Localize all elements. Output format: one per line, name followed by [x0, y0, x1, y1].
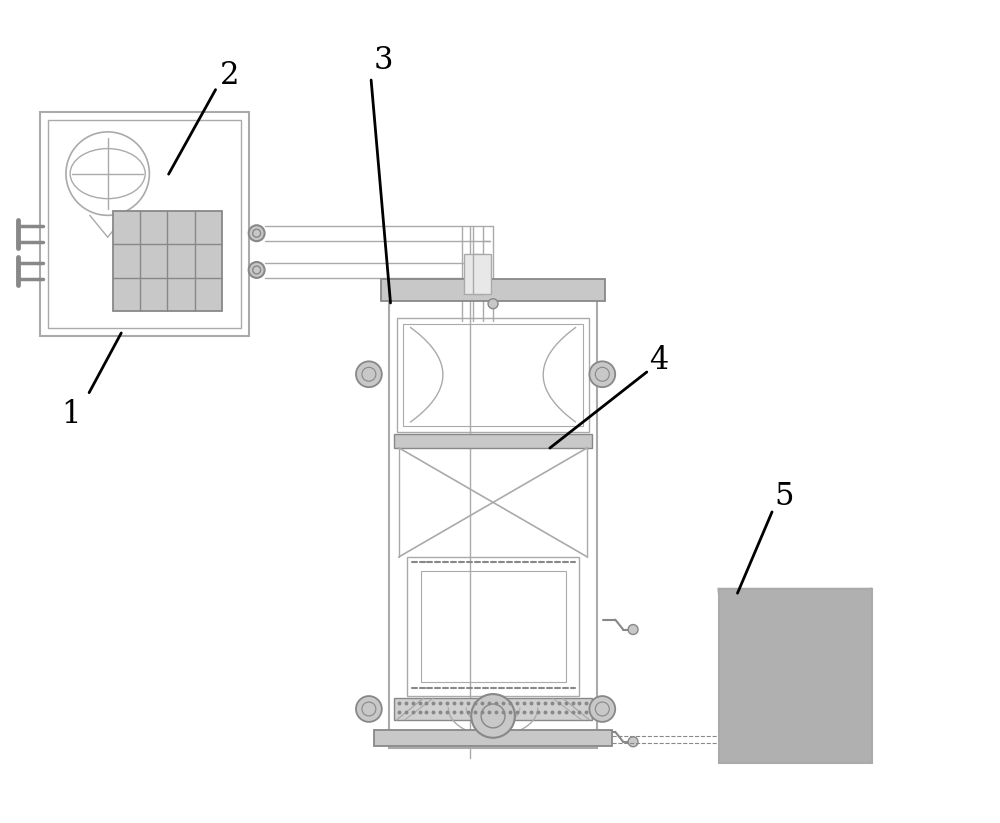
Bar — [374, 730, 612, 746]
Bar — [397, 318, 589, 432]
Text: 5: 5 — [774, 481, 794, 512]
Bar — [464, 254, 482, 294]
Circle shape — [589, 696, 615, 722]
Bar — [389, 295, 597, 748]
Bar — [48, 120, 241, 328]
Text: 4: 4 — [649, 345, 669, 376]
Bar — [407, 557, 579, 696]
Circle shape — [628, 625, 638, 635]
Bar — [473, 254, 491, 294]
Circle shape — [249, 226, 265, 241]
Text: 2: 2 — [220, 60, 240, 91]
Bar — [40, 112, 249, 336]
Text: 3: 3 — [374, 45, 394, 76]
Bar — [394, 434, 592, 448]
Circle shape — [356, 361, 382, 387]
Bar — [381, 279, 605, 300]
Circle shape — [488, 299, 498, 309]
Bar — [394, 698, 592, 720]
Bar — [403, 323, 583, 425]
Circle shape — [356, 696, 382, 722]
Text: 1: 1 — [61, 399, 81, 430]
Bar — [113, 212, 222, 311]
Circle shape — [628, 737, 638, 746]
Circle shape — [471, 694, 515, 737]
Circle shape — [249, 262, 265, 278]
Bar — [719, 588, 872, 763]
PathPatch shape — [719, 588, 872, 634]
Circle shape — [589, 361, 615, 387]
Bar — [421, 571, 566, 682]
